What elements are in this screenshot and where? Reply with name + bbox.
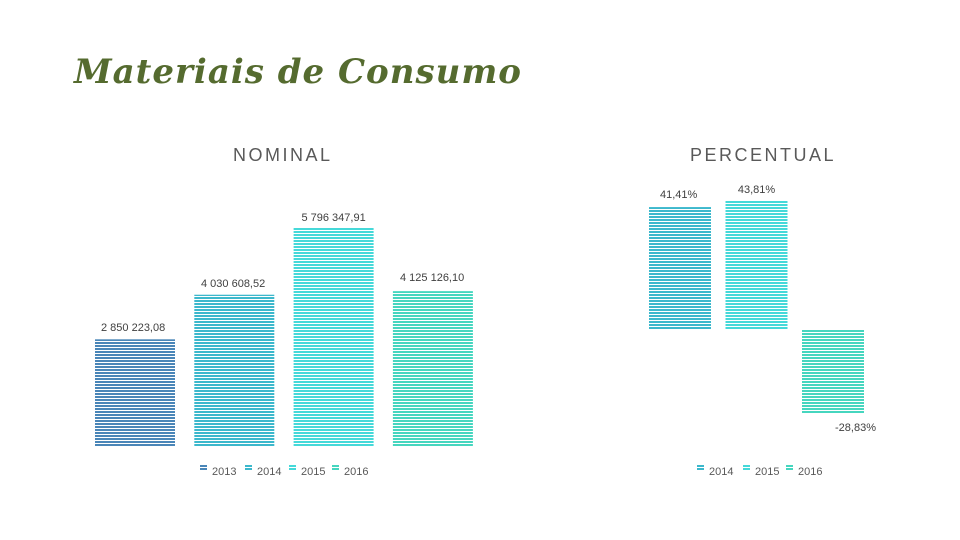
nominal-legend-label-2013: 2013 — [212, 466, 236, 478]
nominal-value-label-2016: 4 125 126,10 — [400, 272, 464, 284]
nominal-legend-label-2016: 2016 — [344, 466, 368, 478]
nominal-chart: 2 850 223,08 4 030 608,52 5 796 347,91 4 12… — [95, 212, 473, 478]
nominal-bar-2015 — [293, 228, 374, 447]
percentual-chart-title: PERCENTUAL — [690, 145, 837, 165]
percentual-legend-label-2015: 2015 — [755, 466, 779, 478]
percentual-bar-2016 — [802, 329, 864, 414]
percentual-bar-2014 — [649, 207, 711, 329]
nominal-chart-title: NOMINAL — [233, 145, 333, 165]
nominal-legend-swatch-2014 — [245, 465, 252, 471]
nominal-value-label-2015: 5 796 347,91 — [301, 212, 365, 224]
percentual-chart: 41,41% 43,81% -28,83% 2014 2015 2016 — [649, 184, 876, 478]
percentual-legend-swatch-2015 — [743, 465, 750, 471]
nominal-value-label-2013: 2 850 223,08 — [101, 322, 165, 334]
nominal-legend-swatch-2015 — [289, 465, 296, 471]
nominal-bar-2016 — [392, 291, 473, 447]
percentual-legend-swatch-2014 — [697, 465, 704, 471]
nominal-legend-label-2015: 2015 — [301, 466, 325, 478]
slide-title: Materiais de Consumo — [74, 52, 522, 92]
percentual-value-label-2016: -28,83% — [835, 422, 876, 434]
nominal-bar-2014 — [194, 294, 275, 447]
nominal-bar-2013 — [95, 339, 175, 447]
nominal-value-label-2014: 4 030 608,52 — [201, 278, 265, 290]
percentual-legend-label-2014: 2014 — [709, 466, 733, 478]
nominal-legend-swatch-2016 — [332, 465, 339, 471]
percentual-value-label-2014: 41,41% — [660, 189, 698, 201]
percentual-legend-label-2016: 2016 — [798, 466, 822, 478]
percentual-legend-swatch-2016 — [786, 465, 793, 471]
percentual-bar-2015 — [725, 200, 788, 329]
nominal-legend-label-2014: 2014 — [257, 466, 281, 478]
nominal-legend-swatch-2013 — [200, 465, 207, 471]
percentual-value-label-2015: 43,81% — [738, 184, 776, 196]
